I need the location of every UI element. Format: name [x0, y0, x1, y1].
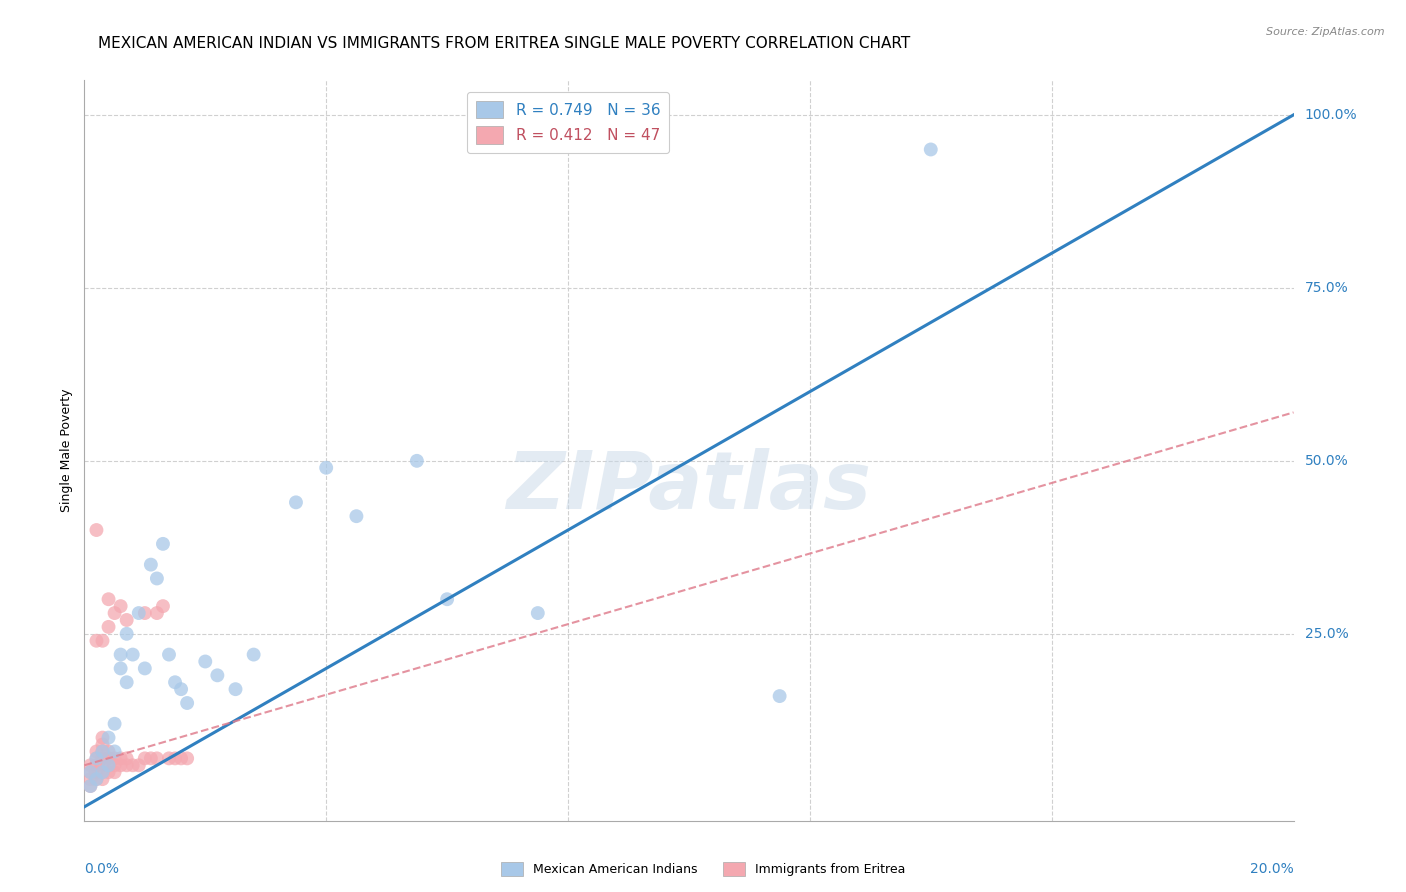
- Text: 0.0%: 0.0%: [84, 863, 120, 876]
- Point: [91, 772, 114, 786]
- Point: [86, 765, 108, 780]
- Point: [97, 751, 120, 765]
- Point: [79, 758, 101, 772]
- Point: [97, 765, 120, 780]
- Point: [97, 744, 120, 758]
- Point: [170, 682, 193, 697]
- Text: 100.0%: 100.0%: [1305, 108, 1357, 122]
- Text: 75.0%: 75.0%: [1305, 281, 1348, 295]
- Point: [527, 606, 550, 620]
- Point: [157, 648, 180, 662]
- Point: [91, 744, 114, 758]
- Point: [104, 716, 127, 731]
- Legend: Mexican American Indians, Immigrants from Eritrea: Mexican American Indians, Immigrants fro…: [495, 857, 911, 881]
- Point: [86, 751, 108, 765]
- Point: [436, 592, 458, 607]
- Point: [104, 751, 127, 765]
- Text: ZIPatlas: ZIPatlas: [506, 449, 872, 526]
- Point: [91, 765, 114, 780]
- Point: [152, 599, 174, 614]
- Point: [86, 758, 108, 772]
- Point: [128, 758, 150, 772]
- Point: [79, 779, 101, 793]
- Point: [110, 648, 132, 662]
- Point: [91, 633, 114, 648]
- Text: 25.0%: 25.0%: [1305, 627, 1348, 640]
- Point: [170, 751, 193, 765]
- Point: [86, 751, 108, 765]
- Point: [242, 648, 264, 662]
- Point: [104, 744, 127, 758]
- Point: [115, 627, 138, 641]
- Point: [406, 454, 429, 468]
- Point: [165, 675, 187, 690]
- Point: [176, 751, 198, 765]
- Point: [79, 772, 101, 786]
- Point: [139, 751, 162, 765]
- Point: [176, 696, 198, 710]
- Point: [97, 758, 120, 772]
- Text: 50.0%: 50.0%: [1305, 454, 1348, 467]
- Point: [139, 558, 162, 572]
- Point: [110, 599, 132, 614]
- Point: [91, 751, 114, 765]
- Point: [97, 731, 120, 745]
- Point: [86, 523, 108, 537]
- Point: [91, 731, 114, 745]
- Text: 20.0%: 20.0%: [1250, 863, 1294, 876]
- Point: [104, 758, 127, 772]
- Point: [97, 758, 120, 772]
- Point: [920, 143, 942, 157]
- Point: [115, 613, 138, 627]
- Point: [146, 572, 169, 586]
- Point: [146, 606, 169, 620]
- Text: Source: ZipAtlas.com: Source: ZipAtlas.com: [1267, 27, 1385, 37]
- Point: [121, 648, 143, 662]
- Point: [128, 606, 150, 620]
- Point: [285, 495, 308, 509]
- Point: [115, 758, 138, 772]
- Point: [146, 751, 169, 765]
- Point: [115, 751, 138, 765]
- Point: [134, 661, 156, 675]
- Point: [207, 668, 229, 682]
- Point: [79, 779, 101, 793]
- Point: [346, 509, 368, 524]
- Legend: R = 0.749   N = 36, R = 0.412   N = 47: R = 0.749 N = 36, R = 0.412 N = 47: [467, 92, 669, 153]
- Point: [91, 758, 114, 772]
- Point: [110, 661, 132, 675]
- Point: [152, 537, 174, 551]
- Point: [86, 744, 108, 758]
- Point: [104, 765, 127, 780]
- Point: [86, 772, 108, 786]
- Point: [91, 738, 114, 752]
- Text: MEXICAN AMERICAN INDIAN VS IMMIGRANTS FROM ERITREA SINGLE MALE POVERTY CORRELATI: MEXICAN AMERICAN INDIAN VS IMMIGRANTS FR…: [98, 36, 911, 51]
- Point: [315, 460, 337, 475]
- Point: [134, 751, 156, 765]
- Point: [165, 751, 187, 765]
- Point: [115, 675, 138, 690]
- Point: [110, 758, 132, 772]
- Point: [194, 655, 217, 669]
- Point: [97, 592, 120, 607]
- Point: [97, 620, 120, 634]
- Point: [121, 758, 143, 772]
- Point: [91, 765, 114, 780]
- Point: [104, 606, 127, 620]
- Point: [86, 633, 108, 648]
- Point: [157, 751, 180, 765]
- Point: [110, 751, 132, 765]
- Point: [225, 682, 247, 697]
- Point: [91, 744, 114, 758]
- Point: [86, 772, 108, 786]
- Y-axis label: Single Male Poverty: Single Male Poverty: [60, 389, 73, 512]
- Point: [79, 765, 101, 780]
- Point: [79, 765, 101, 780]
- Point: [769, 689, 792, 703]
- Point: [134, 606, 156, 620]
